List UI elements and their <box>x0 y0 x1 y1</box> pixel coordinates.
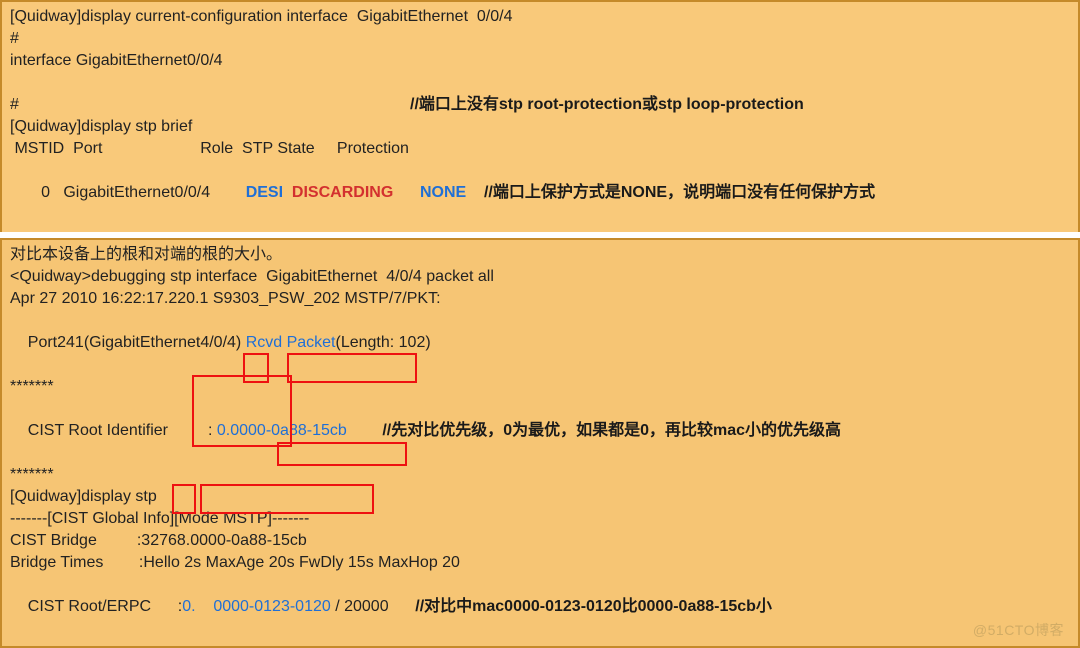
debug-panel-bottom: 对比本设备上的根和对端的根的大小。 <Quidway>debugging stp… <box>0 238 1080 648</box>
cli-line: CIST Root/ERPC :0. 0000-0123-0120 / 2000… <box>10 574 1070 640</box>
cli-comment: //端口上保护方式是NONE，说明端口没有任何保护方式 <box>484 184 875 201</box>
cell-port: GigabitEthernet0/0/4 <box>63 184 210 201</box>
text-pre: Port241(GigabitEthernet4/0/4) <box>28 334 246 351</box>
cli-comment-line: //端口上没有stp root-protection或stp loop-prot… <box>10 72 1070 94</box>
field-label: CIST Root Identifier : <box>28 422 217 439</box>
cli-line: -------[CIST Global Info][Mode MSTP]----… <box>10 508 1070 530</box>
cell-role: DESI <box>246 184 283 201</box>
cli-line: Apr 27 2010 16:22:17.220.1 S9303_PSW_202… <box>10 288 1070 310</box>
cli-line: Port241(GigabitEthernet4/0/4) Rcvd Packe… <box>10 310 1070 376</box>
config-panel-top: [Quidway]display current-configuration i… <box>0 0 1080 232</box>
cell-mstid: 0 <box>28 184 50 201</box>
cli-comment: //对比中mac0000-0123-0120比0000-0a88-15cb小 <box>415 598 772 615</box>
cli-line: [Quidway]display stp brief <box>10 116 1070 138</box>
cli-line: <Quidway>debugging stp interface Gigabit… <box>10 266 1070 288</box>
cli-line: Bridge Times :Hello 2s MaxAge 20s FwDly … <box>10 552 1070 574</box>
text-tail: / 20000 <box>331 598 389 615</box>
rcvd-packet-label: Rcvd Packet <box>246 334 336 351</box>
cli-line: ******* <box>10 464 1070 486</box>
cli-line: CIST Root Identifier : 0.0000-0a88-15cb … <box>10 398 1070 464</box>
cli-comment: //端口上没有stp root-protection或stp loop-prot… <box>410 94 804 116</box>
table-header: MSTID Port Role STP State Protection <box>10 138 1070 160</box>
cli-comment: //先对比优先级，0为最优，如果都是0，再比较mac小的优先级高 <box>382 422 841 439</box>
cli-line: [Quidway]display stp <box>10 486 1070 508</box>
cli-line: ******* <box>10 376 1070 398</box>
cist-root-id-value: 0.0000-0a88-15cb <box>217 422 347 439</box>
cli-line: CIST Bridge :32768.0000-0a88-15cb <box>10 530 1070 552</box>
cell-state: DISCARDING <box>292 184 393 201</box>
field-label: CIST Root/ERPC : <box>28 598 182 615</box>
watermark: @51CTO博客 <box>973 620 1064 640</box>
cist-root-erpc-value: 0. 0000-0123-0120 <box>182 598 331 615</box>
cli-line: interface GigabitEthernet0/0/4 <box>10 50 1070 72</box>
text-post: (Length: 102) <box>336 334 431 351</box>
cli-line: # <box>10 28 1070 50</box>
cli-line: [Quidway]display current-configuration i… <box>10 6 1070 28</box>
table-row: 0 GigabitEthernet0/0/4 DESI DISCARDING N… <box>10 160 1070 226</box>
cli-line: 对比本设备上的根和对端的根的大小。 <box>10 244 1070 266</box>
cell-protection: NONE <box>420 184 466 201</box>
